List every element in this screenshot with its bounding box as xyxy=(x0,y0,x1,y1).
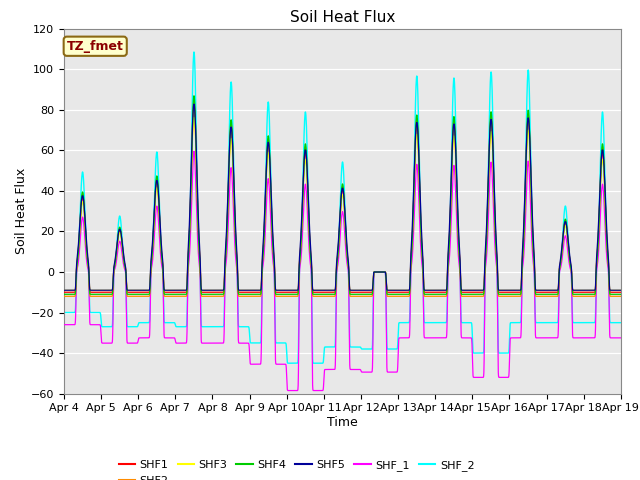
Legend: SHF1, SHF2, SHF3, SHF4, SHF5, SHF_1, SHF_2: SHF1, SHF2, SHF3, SHF4, SHF5, SHF_1, SHF… xyxy=(114,456,479,480)
Y-axis label: Soil Heat Flux: Soil Heat Flux xyxy=(15,168,28,254)
Title: Soil Heat Flux: Soil Heat Flux xyxy=(290,10,395,25)
Text: TZ_fmet: TZ_fmet xyxy=(67,40,124,53)
X-axis label: Time: Time xyxy=(327,416,358,429)
